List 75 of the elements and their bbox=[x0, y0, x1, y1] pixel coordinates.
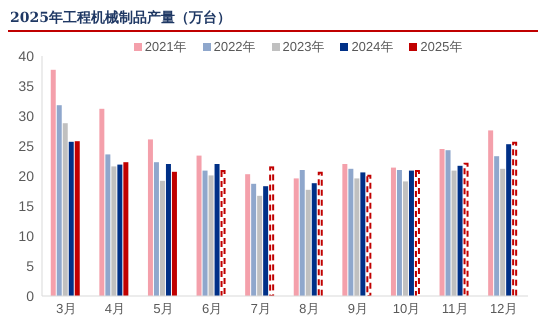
bar bbox=[123, 162, 128, 296]
bar bbox=[148, 138, 153, 296]
bar bbox=[202, 170, 208, 296]
bar bbox=[166, 164, 171, 296]
bar bbox=[300, 170, 305, 296]
x-tick-label: 11月 bbox=[442, 300, 468, 316]
bar bbox=[160, 180, 165, 296]
bar bbox=[402, 180, 408, 296]
bar bbox=[306, 189, 311, 296]
bar bbox=[68, 141, 74, 296]
bar bbox=[360, 172, 366, 296]
bar bbox=[488, 130, 494, 296]
legend-label: 2024年 bbox=[351, 38, 394, 56]
bar bbox=[458, 165, 463, 296]
bar bbox=[506, 144, 512, 296]
y-tick-label: 5 bbox=[26, 257, 34, 274]
bar bbox=[196, 155, 202, 296]
x-tick-label: 4月 bbox=[104, 300, 126, 316]
bar bbox=[440, 148, 445, 296]
bar bbox=[263, 186, 268, 296]
bar bbox=[318, 171, 323, 296]
bar bbox=[154, 162, 159, 296]
y-tick-label: 0 bbox=[26, 287, 34, 304]
bar bbox=[269, 166, 274, 296]
bar bbox=[105, 154, 110, 296]
legend-label: 2022年 bbox=[214, 38, 256, 56]
bar bbox=[117, 164, 122, 296]
bar bbox=[99, 108, 104, 296]
bar bbox=[251, 183, 256, 296]
bar bbox=[245, 174, 250, 296]
bar bbox=[172, 171, 177, 296]
bar bbox=[494, 156, 500, 296]
x-tick-label: 5月 bbox=[153, 300, 174, 316]
bar bbox=[257, 195, 262, 296]
bar bbox=[208, 174, 214, 296]
y-tick-label: 35 bbox=[18, 77, 34, 94]
bar bbox=[111, 166, 116, 296]
y-tick-label: 40 bbox=[18, 47, 34, 64]
legend-label: 2025年 bbox=[420, 38, 462, 56]
x-tick-label: 7月 bbox=[250, 300, 271, 316]
bar bbox=[396, 170, 402, 296]
bar bbox=[408, 170, 414, 296]
bar bbox=[342, 164, 348, 296]
x-tick-label: 6月 bbox=[202, 300, 222, 316]
x-tick-label: 3月 bbox=[56, 300, 76, 316]
bar bbox=[354, 178, 360, 296]
x-tick-label: 8月 bbox=[299, 300, 320, 316]
bar bbox=[464, 162, 469, 296]
bar bbox=[214, 164, 220, 296]
bar bbox=[390, 167, 396, 296]
bar bbox=[446, 150, 451, 296]
legend-label: 2021年 bbox=[144, 38, 187, 56]
bar bbox=[366, 174, 372, 296]
bar bbox=[294, 178, 299, 296]
chart-title: 2025年工程机械制品产量（万台） bbox=[9, 9, 232, 28]
y-tick-label: 10 bbox=[18, 227, 34, 244]
bar bbox=[512, 141, 518, 296]
bar bbox=[414, 170, 420, 296]
y-tick-label: 20 bbox=[18, 167, 34, 184]
bar bbox=[500, 168, 506, 296]
bar bbox=[312, 182, 317, 296]
y-tick-label: 15 bbox=[18, 197, 34, 214]
x-tick-label: 12月 bbox=[490, 300, 518, 316]
bar bbox=[220, 170, 226, 296]
x-tick-label: 10月 bbox=[392, 300, 420, 316]
bar bbox=[56, 104, 62, 296]
x-tick-label: 9月 bbox=[348, 300, 368, 316]
y-tick-label: 30 bbox=[18, 107, 34, 124]
bar bbox=[452, 170, 457, 296]
bar bbox=[74, 140, 80, 296]
bar bbox=[348, 168, 354, 296]
y-tick-label: 25 bbox=[18, 137, 34, 154]
bar bbox=[62, 122, 68, 296]
legend-label: 2023年 bbox=[282, 38, 324, 56]
bar bbox=[50, 69, 56, 296]
